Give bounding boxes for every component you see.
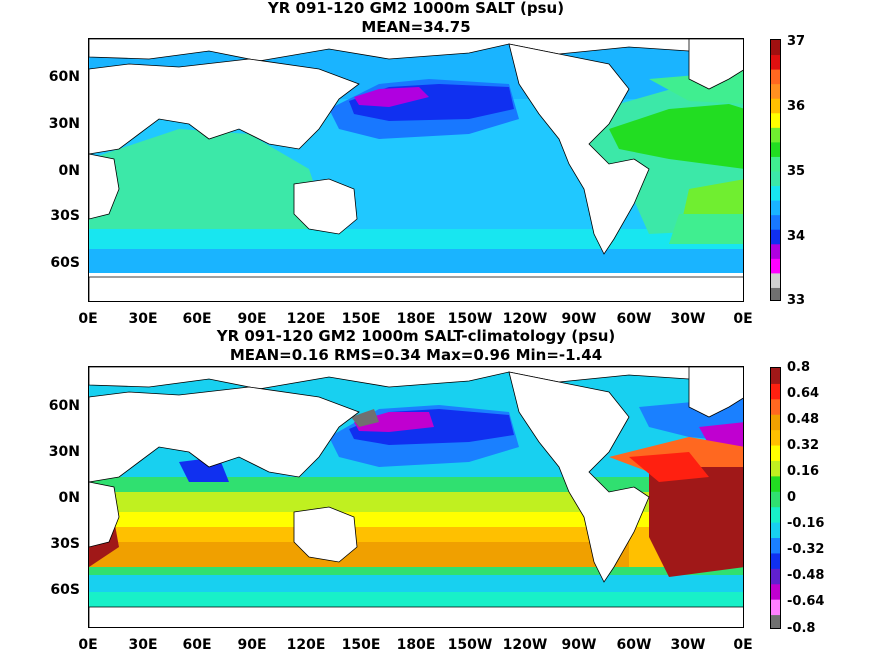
colorbar-swatch (771, 156, 780, 172)
panel2-lon-label: 30W (670, 637, 706, 653)
panel1-lat-label-0n: 0N (58, 163, 80, 179)
panel2-colorbar-label: -0.16 (787, 516, 825, 531)
colorbar-swatch (771, 383, 780, 400)
panel1-lon-label: 150W (447, 311, 493, 327)
panel2-lon-label: 30E (128, 637, 158, 653)
colorbar-swatch (771, 583, 780, 600)
colorbar-swatch (771, 83, 780, 99)
panel1-lon-label: 120W (502, 311, 548, 327)
panel2-lon-label: 150E (341, 637, 381, 653)
colorbar-swatch (771, 272, 780, 288)
colorbar-swatch (771, 537, 780, 554)
colorbar-swatch (771, 552, 780, 569)
panel1-lat-label-30s: 30S (50, 208, 80, 224)
panel1-lon-label: 0E (733, 311, 753, 327)
colorbar-swatch (771, 112, 780, 128)
panel2-lon-label: 60E (182, 637, 212, 653)
panel2-colorbar-label: 0.32 (787, 438, 820, 453)
colorbar-swatch (771, 185, 780, 201)
colorbar-swatch (771, 445, 780, 461)
colorbar-swatch (771, 258, 780, 274)
panel2-lon-label: 120W (502, 637, 548, 653)
colorbar-swatch (771, 171, 780, 187)
panel2-lon-label: 0E (733, 637, 753, 653)
panel2-lon-label: 90W (561, 637, 597, 653)
panel1-lat-label-60s: 60S (50, 255, 80, 271)
colorbar-swatch (771, 368, 780, 384)
colorbar-swatch (771, 243, 780, 259)
panel1-lon-label: 30E (128, 311, 158, 327)
panel1-lon-label: 150E (341, 311, 381, 327)
colorbar-swatch (771, 614, 780, 628)
colorbar-swatch (771, 398, 780, 415)
panel2-colorbar (770, 367, 781, 629)
panel2-colorbar-label: -0.8 (787, 621, 816, 636)
panel1-colorbar-label: 36 (787, 99, 806, 114)
panel2-lat-label-30n: 30N (48, 444, 80, 460)
panel2-colorbar-label: 0.16 (787, 464, 820, 479)
colorbar-swatch (771, 141, 780, 157)
panel2-colorbar-label: 0.8 (787, 360, 811, 375)
panel2-subtitle: MEAN=0.16 RMS=0.34 Max=0.96 Min=-1.44 (229, 346, 603, 364)
panel1-lat-label-30n: 30N (48, 116, 80, 132)
panel2-lon-label: 60W (616, 637, 652, 653)
colorbar-swatch (771, 475, 780, 492)
colorbar-swatch (771, 414, 780, 431)
panel1-lon-label: 60E (182, 311, 212, 327)
panel2-colorbar-label: -0.32 (787, 542, 825, 557)
panel2-lat-label-60s: 60S (50, 582, 80, 598)
colorbar-swatch (771, 214, 780, 230)
panel2-lat-label-0n: 0N (58, 490, 80, 506)
panel2-lat-label-30s: 30S (50, 536, 80, 552)
panel1-colorbar-label: 35 (787, 164, 806, 179)
colorbar-swatch (771, 491, 780, 508)
panel2-lon-label: 150W (447, 637, 493, 653)
colorbar-swatch (771, 200, 780, 216)
panel1-subtitle: MEAN=34.75 (361, 18, 471, 36)
panel2-map (88, 366, 744, 628)
panel2-colorbar-label: -0.64 (787, 594, 825, 609)
colorbar-swatch (771, 599, 780, 616)
colorbar-swatch (771, 460, 780, 477)
panel1-lon-label: 90W (561, 311, 597, 327)
colorbar-swatch (771, 40, 780, 56)
panel2-colorbar-label: -0.48 (787, 568, 825, 583)
panel2-lat-label-60n: 60N (48, 398, 80, 414)
panel1-lon-label: 60W (616, 311, 652, 327)
colorbar-swatch (771, 229, 780, 245)
colorbar-swatch (771, 127, 780, 143)
panel1-lon-label: 0E (78, 311, 98, 327)
panel1-lon-label: 90E (237, 311, 267, 327)
colorbar-swatch (771, 69, 780, 85)
panel1-colorbar (770, 39, 781, 301)
panel2-title: YR 091-120 GM2 1000m SALT-climatology (p… (216, 327, 616, 345)
colorbar-swatch (771, 522, 780, 539)
colorbar-swatch (771, 287, 780, 300)
panel1-lat-label-60n: 60N (48, 69, 80, 85)
colorbar-swatch (771, 429, 780, 446)
panel1-colorbar-label: 33 (787, 293, 806, 308)
panel2-lon-label: 0E (78, 637, 98, 653)
panel2-colorbar-label: 0.64 (787, 386, 820, 401)
panel1-lon-label: 180E (396, 311, 436, 327)
panel2-colorbar-label: 0.48 (787, 412, 820, 427)
panel1-colorbar-label: 37 (787, 34, 806, 49)
colorbar-swatch (771, 568, 780, 585)
panel1-lon-label: 30W (670, 311, 706, 327)
panel1-title: YR 091-120 GM2 1000m SALT (psu) (267, 0, 565, 17)
panel2-lon-label: 90E (237, 637, 267, 653)
panel2-colorbar-label: 0 (787, 490, 797, 505)
panel1-lon-label: 120E (286, 311, 326, 327)
panel2-lon-label: 120E (286, 637, 326, 653)
panel1-map (88, 38, 744, 302)
panel1-colorbar-label: 34 (787, 229, 806, 244)
colorbar-swatch (771, 506, 780, 523)
colorbar-swatch (771, 54, 780, 70)
panel2-lon-label: 180E (396, 637, 436, 653)
colorbar-swatch (771, 98, 780, 114)
